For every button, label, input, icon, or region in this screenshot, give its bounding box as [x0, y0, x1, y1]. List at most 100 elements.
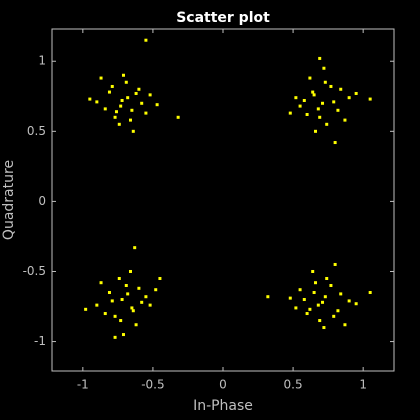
point: [131, 309, 135, 313]
point: [305, 113, 309, 116]
point: [325, 276, 329, 280]
point: [137, 286, 141, 290]
axes-box: [51, 28, 395, 372]
point: [311, 269, 315, 273]
point: [134, 323, 138, 327]
point: [323, 295, 327, 299]
point: [113, 115, 117, 119]
point: [314, 129, 318, 133]
point: [119, 104, 123, 108]
point: [302, 298, 306, 302]
point: [95, 303, 99, 307]
point: [148, 93, 152, 97]
point: [99, 281, 103, 285]
point: [333, 141, 337, 145]
point: [314, 281, 318, 285]
x-tick-label: 0: [219, 378, 227, 392]
point: [114, 110, 118, 114]
point: [312, 93, 316, 97]
point: [321, 101, 325, 105]
point: [148, 303, 152, 307]
point: [302, 98, 306, 102]
point: [329, 84, 333, 88]
point: [354, 91, 358, 95]
point: [312, 291, 316, 295]
point: [133, 246, 137, 250]
point: [176, 115, 180, 119]
x-tick-label: -1: [77, 378, 89, 392]
point: [154, 288, 158, 292]
point: [339, 87, 343, 91]
point: [124, 80, 128, 84]
point: [120, 298, 124, 302]
x-tick-label: -0.5: [141, 378, 164, 392]
point: [298, 288, 302, 292]
point: [288, 296, 292, 300]
point: [329, 284, 333, 287]
point: [128, 118, 132, 122]
point: [158, 276, 162, 280]
point: [107, 291, 111, 295]
point: [308, 76, 312, 80]
chart-title: Scatter plot: [176, 10, 270, 26]
x-tick-label: 0.5: [284, 378, 303, 392]
point: [321, 300, 325, 304]
x-tick-label: 1: [359, 378, 367, 392]
point: [308, 307, 312, 311]
point: [311, 90, 315, 94]
y-tick-label: -0.5: [23, 264, 46, 278]
point: [339, 292, 343, 296]
point: [322, 66, 326, 70]
point: [144, 111, 148, 115]
point: [131, 129, 135, 133]
point: [126, 96, 130, 100]
point: [95, 100, 99, 104]
point: [121, 333, 125, 337]
point: [128, 269, 132, 273]
y-tick-label: 0: [38, 194, 46, 208]
point: [121, 73, 125, 77]
point: [137, 87, 141, 91]
point: [332, 314, 336, 318]
point: [347, 96, 351, 100]
point: [103, 312, 107, 316]
point: [119, 319, 123, 323]
point: [140, 101, 144, 105]
point: [298, 104, 302, 108]
point: [347, 299, 351, 303]
point: [294, 96, 298, 100]
point: [113, 314, 117, 318]
point: [126, 292, 130, 296]
point: [144, 295, 148, 299]
point: [368, 291, 372, 295]
point: [325, 122, 329, 126]
point: [323, 80, 327, 84]
point: [333, 262, 337, 266]
point: [343, 118, 347, 122]
point: [130, 306, 134, 310]
point: [318, 56, 322, 60]
point: [316, 303, 320, 307]
point: [103, 107, 107, 111]
point: [354, 302, 358, 306]
point: [120, 98, 124, 102]
point: [134, 91, 138, 95]
y-tick-label: 0.5: [27, 124, 46, 138]
y-axis-label: Quadrature: [1, 160, 17, 240]
point: [117, 122, 121, 126]
point: [332, 100, 336, 104]
point: [294, 306, 298, 310]
point: [124, 284, 128, 287]
point: [117, 276, 121, 280]
point: [140, 300, 144, 304]
point: [305, 312, 309, 316]
point: [113, 335, 117, 339]
point: [155, 103, 159, 107]
y-tick-label: 1: [38, 54, 46, 68]
point: [266, 295, 270, 299]
point: [368, 97, 372, 101]
point: [316, 107, 320, 111]
point: [288, 111, 292, 115]
